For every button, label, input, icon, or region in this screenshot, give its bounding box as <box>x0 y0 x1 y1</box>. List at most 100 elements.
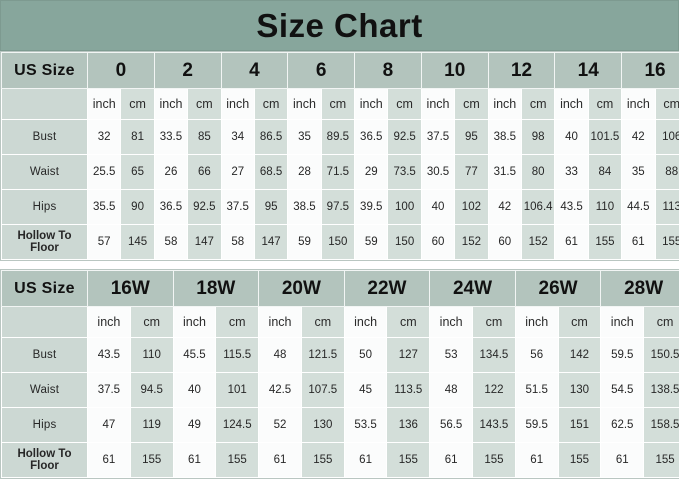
measurement-cell-cm: 88 <box>654 154 679 190</box>
measurement-cell-cm: 92.5 <box>387 119 422 155</box>
unit-row: inch cm inch cm inch cm inch cm inch cm inch cm inch… <box>1 88 679 120</box>
measurement-cell-cm: 147 <box>187 224 222 260</box>
measurement-cell-inch: 61 <box>87 442 131 478</box>
measurement-cell-inch: 39.5 <box>354 189 389 225</box>
measurement-cell-inch: 37.5 <box>87 372 131 408</box>
measurement-cell-inch: 36.5 <box>354 119 389 155</box>
measurement-cell-inch: 47 <box>87 407 131 443</box>
measurement-cell-cm: 98 <box>520 119 556 155</box>
measurement-cell-inch: 48 <box>429 372 474 408</box>
measurement-cell-cm: 101 <box>215 372 260 408</box>
unit-label-inch: inch <box>153 88 189 120</box>
measurement-cell-inch: 28 <box>287 154 322 190</box>
measurement-cell-cm: 89.5 <box>320 119 356 155</box>
measurement-cell-inch: 59.5 <box>600 337 645 373</box>
measurement-cell-cm: 155 <box>300 442 345 478</box>
measurement-cell-cm: 80 <box>520 154 556 190</box>
measurement-cell-inch: 35 <box>621 154 656 190</box>
measurement-cell-inch: 30.5 <box>420 154 456 190</box>
unit-label-inch: inch <box>554 88 589 120</box>
measurement-cell-cm: 151 <box>557 407 602 443</box>
measurement-cell-cm: 94.5 <box>129 372 174 408</box>
measurement-cell-cm: 150 <box>320 224 356 260</box>
measurement-cell-inch: 43.5 <box>87 337 131 373</box>
measurement-cell-cm: 106 <box>654 119 679 155</box>
measurement-cell-inch: 25.5 <box>86 154 122 190</box>
measurement-cell-inch: 61 <box>600 442 645 478</box>
measurement-cell-inch: 54.5 <box>600 372 645 408</box>
unit-label-inch: inch <box>220 88 255 120</box>
unit-label-cm: cm <box>387 88 422 120</box>
measurement-cell-inch: 59 <box>354 224 389 260</box>
size-header-cell-6: 6 <box>287 52 356 89</box>
unit-label-cm: cm <box>253 88 289 120</box>
measurement-cell-cm: 124.5 <box>215 407 260 443</box>
measurement-cell-inch: 27 <box>220 154 255 190</box>
unit-label-inch: inch <box>487 88 522 120</box>
measurement-cell-cm: 155 <box>643 442 679 478</box>
measurement-cell-cm: 134.5 <box>472 337 516 373</box>
measurement-cell-cm: 86.5 <box>253 119 289 155</box>
measurement-cell-inch: 53 <box>429 337 474 373</box>
unit-label-cm: cm <box>187 88 222 120</box>
unit-label-inch: inch <box>287 88 322 120</box>
unit-label-cm: cm <box>386 306 431 338</box>
measurement-label: Hips <box>1 407 88 443</box>
measurement-cell-inch: 58 <box>220 224 255 260</box>
measurement-cell-inch: 58 <box>153 224 189 260</box>
unit-label-cm: cm <box>300 306 345 338</box>
unit-label-inch: inch <box>354 88 389 120</box>
measurement-cell-inch: 33 <box>554 154 589 190</box>
measurement-cell-cm: 155 <box>129 442 174 478</box>
measurement-cell-cm: 102 <box>454 189 489 225</box>
measurement-cell-inch: 48 <box>258 337 302 373</box>
size-table-standard-wrap: US Size 0 2 4 6 8 10 12 14 16 inch cm inch cm inch cm in… <box>0 51 679 261</box>
measurement-cell-inch: 35 <box>287 119 322 155</box>
size-header-row: US Size 16W 18W 20W 22W 24W 26W 28W <box>1 270 679 307</box>
measurement-cell-cm: 73.5 <box>387 154 422 190</box>
table-row: Waist 25.5 65 26 66 27 68.5 28 71.5 29 73.5 30.5 77 3… <box>1 154 679 190</box>
measurement-cell-inch: 29 <box>354 154 389 190</box>
table-row: Bust 43.5 110 45.5 115.5 48 121.5 50 127 53 134.5 5… <box>1 337 679 373</box>
measurement-cell-cm: 121.5 <box>300 337 345 373</box>
unit-label-inch: inch <box>87 306 131 338</box>
measurement-cell-inch: 61 <box>621 224 656 260</box>
measurement-cell-cm: 101.5 <box>587 119 623 155</box>
unit-label-inch: inch <box>172 306 217 338</box>
measurement-cell-inch: 38.5 <box>487 119 522 155</box>
size-header-cell-14: 14 <box>554 52 623 89</box>
measurement-cell-cm: 152 <box>454 224 489 260</box>
unit-row-blank-cell <box>1 306 88 338</box>
measurement-cell-inch: 59.5 <box>514 407 559 443</box>
size-header-cell-24W: 24W <box>429 270 516 307</box>
unit-label-cm: cm <box>654 88 679 120</box>
measurement-cell-inch: 59 <box>287 224 322 260</box>
measurement-cell-inch: 61 <box>172 442 217 478</box>
measurement-cell-cm: 113.5 <box>386 372 431 408</box>
measurement-cell-inch: 33.5 <box>153 119 189 155</box>
measurement-cell-cm: 152 <box>520 224 556 260</box>
measurement-label: Waist <box>1 154 88 190</box>
measurement-label: Waist <box>1 372 88 408</box>
table-row: Hips 35.5 90 36.5 92.5 37.5 95 38.5 97.5 39.5 100 4… <box>1 189 679 225</box>
measurement-cell-cm: 142 <box>557 337 602 373</box>
table-separator <box>0 261 679 269</box>
size-header-row: US Size 0 2 4 6 8 10 12 14 16 <box>1 52 679 89</box>
measurement-label: Bust <box>1 337 88 373</box>
measurement-cell-cm: 106.4 <box>520 189 556 225</box>
measurement-cell-cm: 155 <box>557 442 602 478</box>
us-size-header-label: US Size <box>1 52 88 89</box>
measurement-cell-inch: 53.5 <box>343 407 388 443</box>
measurement-cell-cm: 155 <box>472 442 516 478</box>
size-header-cell-2: 2 <box>153 52 222 89</box>
size-table-plus-wrap: US Size 16W 18W 20W 22W 24W 26W 28W inch cm inch cm… <box>0 269 679 479</box>
unit-label-inch: inch <box>514 306 559 338</box>
unit-label-cm: cm <box>520 88 556 120</box>
measurement-cell-inch: 52 <box>258 407 302 443</box>
size-header-cell-10: 10 <box>420 52 489 89</box>
size-header-cell-18W: 18W <box>172 270 260 307</box>
measurement-cell-cm: 130 <box>557 372 602 408</box>
measurement-cell-inch: 61 <box>554 224 589 260</box>
measurement-cell-cm: 68.5 <box>253 154 289 190</box>
measurement-cell-cm: 115.5 <box>215 337 260 373</box>
